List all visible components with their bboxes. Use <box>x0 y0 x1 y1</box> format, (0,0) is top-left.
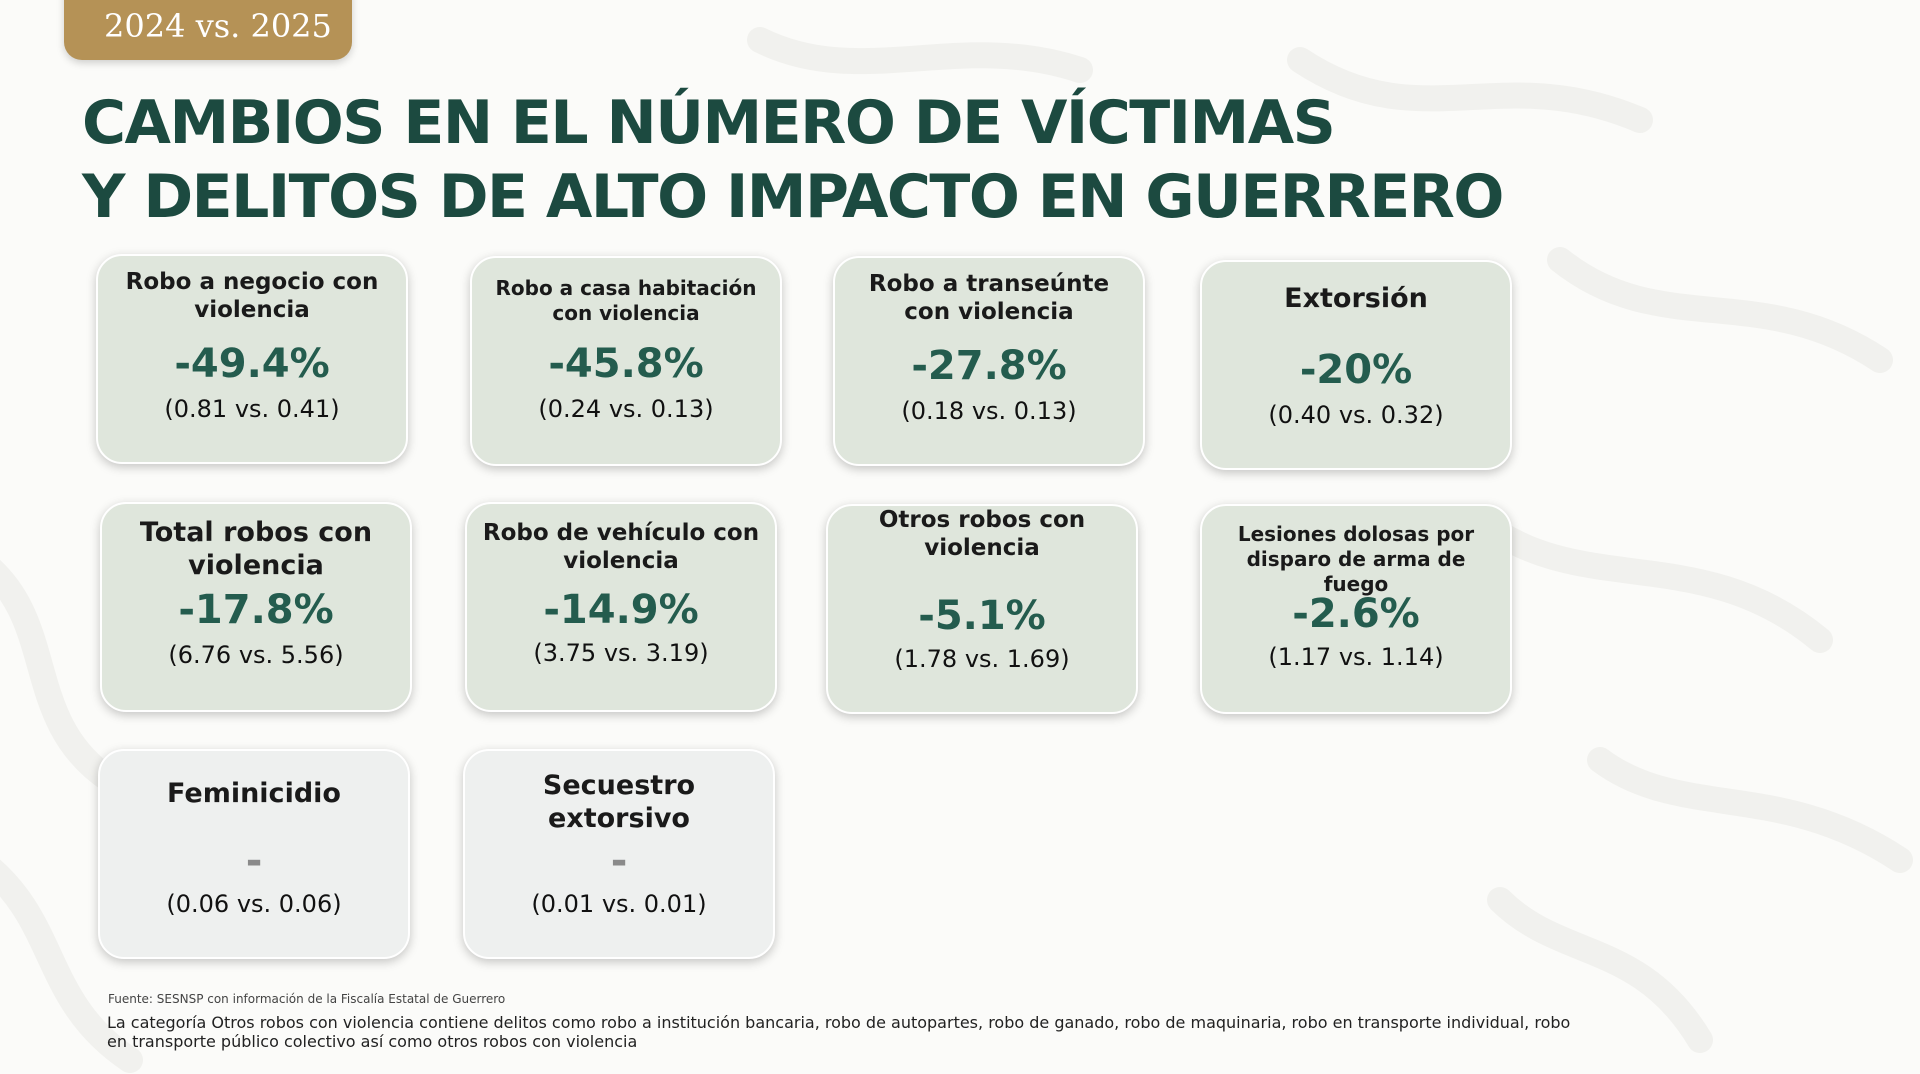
card-label: Robo de vehículo con violencia <box>482 520 760 574</box>
card-robo-transeunte: Robo a transeúnte con violencia -27.8% (… <box>833 256 1145 466</box>
page-title: CAMBIOS EN EL NÚMERO DE VÍCTIMAS Y DELIT… <box>82 86 1504 234</box>
card-label: Otros robos con violencia <box>878 507 1086 561</box>
card-feminicidio: Feminicidio - (0.06 vs. 0.06) <box>98 749 410 959</box>
card-change: -20% <box>1299 347 1413 393</box>
card-comparison: (6.76 vs. 5.56) <box>168 641 344 669</box>
card-comparison: (1.17 vs. 1.14) <box>1268 643 1444 671</box>
category-note: La categoría Otros robos con violencia c… <box>107 1013 1571 1051</box>
card-robo-casa-habitacion: Robo a casa habitación con violencia -45… <box>470 256 782 466</box>
card-label: Total robos con violencia <box>139 517 373 581</box>
card-change: -5.1% <box>918 593 1046 639</box>
card-label: Robo a casa habitación con violencia <box>495 276 757 325</box>
card-change: -2.6% <box>1292 591 1420 637</box>
card-extorsion: Extorsión -20% (0.40 vs. 0.32) <box>1200 260 1512 470</box>
card-change: -17.8% <box>178 587 334 633</box>
card-total-robos: Total robos con violencia -17.8% (6.76 v… <box>100 502 412 712</box>
card-change: - <box>245 838 263 884</box>
card-comparison: (0.06 vs. 0.06) <box>166 890 342 918</box>
card-comparison: (0.01 vs. 0.01) <box>531 890 707 918</box>
period-tab-label: 2024 vs. 2025 <box>104 7 332 45</box>
title-line-2: Y DELITOS DE ALTO IMPACTO EN GUERRERO <box>82 162 1504 232</box>
card-comparison: (1.78 vs. 1.69) <box>894 645 1070 673</box>
title-line-1: CAMBIOS EN EL NÚMERO DE VÍCTIMAS <box>82 88 1336 158</box>
card-comparison: (0.40 vs. 0.32) <box>1268 401 1444 429</box>
card-change: -49.4% <box>174 341 330 387</box>
card-comparison: (0.24 vs. 0.13) <box>538 395 714 423</box>
card-change: -14.9% <box>543 587 699 633</box>
card-label: Extorsión <box>1284 283 1428 314</box>
card-comparison: (0.18 vs. 0.13) <box>901 397 1077 425</box>
card-label: Feminicidio <box>167 778 341 809</box>
card-label: Robo a transeúnte con violencia <box>868 271 1110 325</box>
card-comparison: (3.75 vs. 3.19) <box>533 639 709 667</box>
card-secuestro-extorsivo: Secuestro extorsivo - (0.01 vs. 0.01) <box>463 749 775 959</box>
card-label: Robo a negocio con violencia <box>125 269 379 323</box>
card-change: -45.8% <box>548 341 704 387</box>
card-label: Lesiones dolosas por disparo de arma de … <box>1237 522 1475 596</box>
card-comparison: (0.81 vs. 0.41) <box>164 395 340 423</box>
source-note: Fuente: SESNSP con información de la Fis… <box>108 992 506 1006</box>
period-tab: 2024 vs. 2025 <box>64 0 352 60</box>
card-label: Secuestro extorsivo <box>542 770 696 834</box>
card-lesiones-dolosas: Lesiones dolosas por disparo de arma de … <box>1200 504 1512 714</box>
card-robo-vehiculo: Robo de vehículo con violencia -14.9% (3… <box>465 502 777 712</box>
card-otros-robos: Otros robos con violencia -5.1% (1.78 vs… <box>826 504 1138 714</box>
card-change: - <box>610 838 628 884</box>
card-change: -27.8% <box>911 343 1067 389</box>
card-robo-negocio: Robo a negocio con violencia -49.4% (0.8… <box>96 254 408 464</box>
